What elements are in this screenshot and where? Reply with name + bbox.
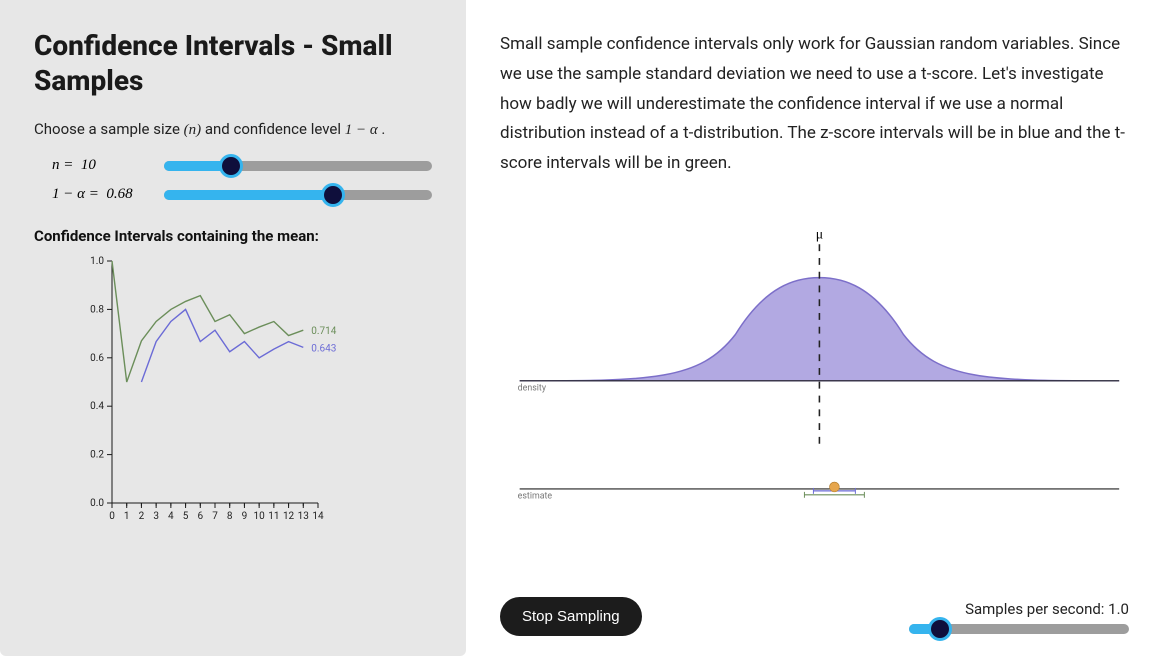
instr-conf: 1 − α — [345, 122, 378, 138]
slider-n-value: 10 — [81, 157, 96, 173]
sps-label: Samples per second: 1.0 — [965, 600, 1129, 618]
svg-text:4: 4 — [168, 511, 174, 522]
svg-text:11: 11 — [268, 511, 279, 522]
svg-text:0.6: 0.6 — [90, 353, 104, 364]
slider-n-thumb[interactable] — [219, 154, 243, 178]
page-title: Confidence Intervals - Small Samples — [34, 28, 432, 98]
density-plot: density μ estimate — [500, 199, 1129, 523]
svg-text:1: 1 — [124, 511, 130, 522]
instructions-text: Choose a sample size (n) and confidence … — [34, 120, 432, 139]
stop-sampling-button[interactable]: Stop Sampling — [500, 597, 642, 636]
svg-text:μ: μ — [816, 226, 823, 241]
slider-conf-thumb[interactable] — [321, 183, 345, 207]
sps-prefix: Samples per second: — [965, 600, 1108, 618]
chart-subhead: Confidence Intervals containing the mean… — [34, 227, 432, 245]
svg-text:0.2: 0.2 — [90, 450, 104, 461]
instr-suffix: . — [378, 120, 386, 138]
description-paragraph: Small sample confidence intervals only w… — [500, 30, 1129, 179]
svg-text:density: density — [518, 383, 547, 393]
instr-mid: and confidence level — [201, 120, 345, 138]
svg-text:0.4: 0.4 — [90, 401, 104, 412]
instr-n: (n) — [184, 122, 202, 138]
slider-conf-prefix: 1 − α = — [52, 186, 103, 202]
left-panel: Confidence Intervals - Small Samples Cho… — [0, 0, 466, 656]
bottom-row: Stop Sampling Samples per second: 1.0 — [500, 597, 1129, 636]
svg-text:0.643: 0.643 — [311, 343, 336, 354]
svg-text:0.714: 0.714 — [311, 326, 336, 337]
svg-text:2: 2 — [139, 511, 145, 522]
svg-text:7: 7 — [212, 511, 218, 522]
slider-n-track[interactable] — [164, 161, 432, 171]
svg-text:14: 14 — [312, 511, 324, 522]
right-panel: Small sample confidence intervals only w… — [466, 0, 1163, 656]
slider-conf-label: 1 − α = 0.68 — [52, 186, 152, 203]
slider-n-prefix: n = — [52, 157, 77, 173]
app-root: Confidence Intervals - Small Samples Cho… — [0, 0, 1163, 656]
sps-block: Samples per second: 1.0 — [889, 600, 1129, 634]
line-chart: 0.00.20.40.60.81.0012345678910111213140.… — [68, 251, 368, 531]
sps-value: 1.0 — [1108, 600, 1129, 618]
slider-conf-fill — [164, 190, 333, 200]
slider-row-n: n = 10 — [52, 157, 432, 174]
svg-text:1.0: 1.0 — [90, 256, 104, 267]
svg-text:8: 8 — [227, 511, 233, 522]
slider-sps-thumb[interactable] — [928, 617, 952, 641]
sps-slider-row — [909, 624, 1129, 634]
svg-text:9: 9 — [242, 511, 248, 522]
slider-conf-track[interactable] — [164, 190, 432, 200]
svg-text:estimate: estimate — [518, 492, 553, 502]
svg-text:0.0: 0.0 — [90, 498, 104, 509]
slider-n-label: n = 10 — [52, 157, 152, 174]
slider-sps-track[interactable] — [909, 624, 1129, 634]
svg-text:0.8: 0.8 — [90, 304, 104, 315]
slider-row-conf: 1 − α = 0.68 — [52, 186, 432, 203]
density-area: density μ estimate — [500, 199, 1129, 589]
slider-conf-value: 0.68 — [106, 186, 132, 202]
svg-text:5: 5 — [183, 511, 189, 522]
instr-prefix: Choose a sample size — [34, 120, 184, 138]
svg-text:13: 13 — [298, 511, 309, 522]
svg-text:12: 12 — [283, 511, 295, 522]
svg-text:6: 6 — [197, 511, 203, 522]
svg-text:10: 10 — [254, 511, 266, 522]
line-chart-container: 0.00.20.40.60.81.0012345678910111213140.… — [68, 251, 432, 535]
svg-text:0: 0 — [109, 511, 115, 522]
svg-text:3: 3 — [153, 511, 159, 522]
